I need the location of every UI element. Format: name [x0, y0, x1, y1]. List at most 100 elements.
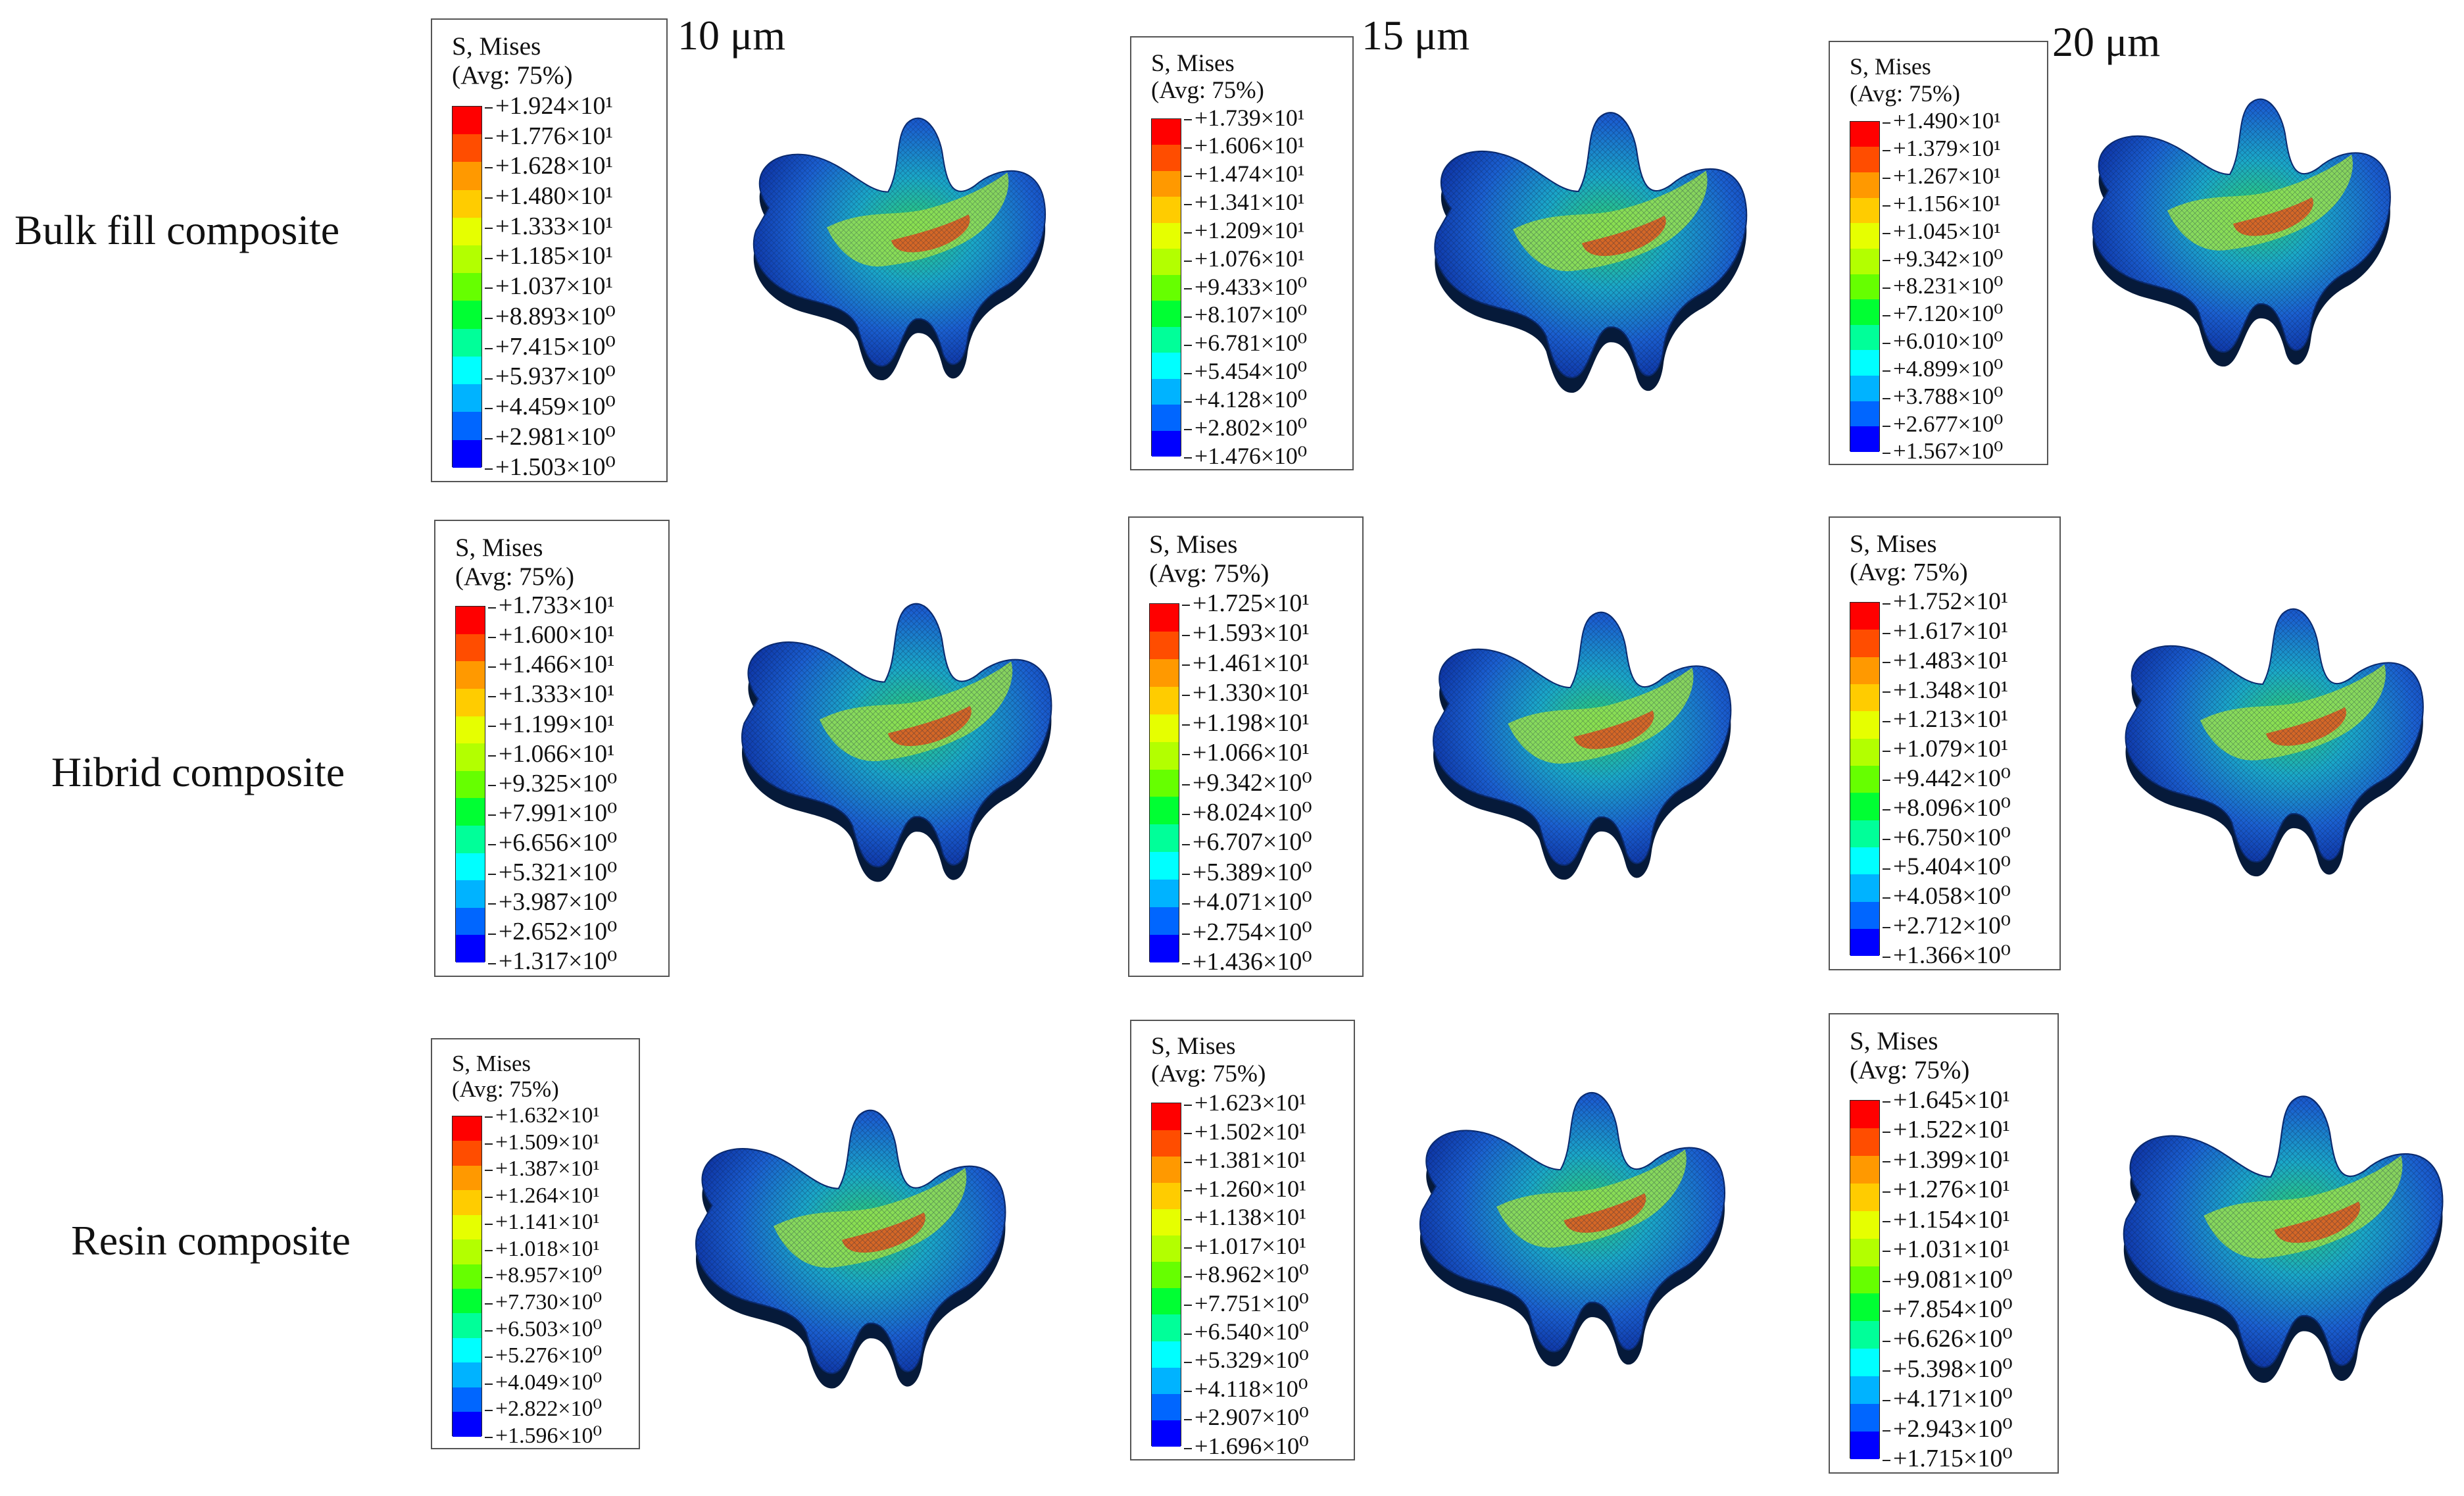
color-scale-swatch — [1850, 1266, 1879, 1294]
legend-value: +1.199×10¹ — [488, 712, 614, 737]
color-scale-swatch — [1152, 145, 1181, 171]
color-scale-swatch — [456, 798, 485, 826]
color-scale-swatch — [1850, 928, 1879, 957]
color-scale-swatch — [1850, 793, 1879, 820]
legend-value: +1.066×10¹ — [1182, 740, 1310, 765]
legend-value: +7.991×10⁰ — [488, 801, 617, 826]
color-scale-swatch — [1850, 711, 1879, 739]
column-header-20um: 20 μm — [2052, 18, 2161, 65]
mesh-overlay — [2123, 1096, 2443, 1368]
tooth-stress-contour — [695, 1109, 1006, 1389]
color-scale-swatch — [1152, 274, 1181, 301]
color-scale-swatch — [453, 1141, 481, 1166]
legend-value: +1.593×10¹ — [1182, 620, 1310, 645]
legend-value: +1.480×10¹ — [485, 184, 613, 209]
color-scale-swatch — [1850, 1183, 1879, 1211]
legend-value: +1.696×10⁰ — [1184, 1434, 1309, 1458]
color-scale-swatch — [1152, 1314, 1181, 1341]
color-scale-swatch — [1850, 223, 1879, 249]
legend-value: +1.399×10¹ — [1883, 1147, 2010, 1172]
legend-value: +6.010×10⁰ — [1883, 330, 2003, 353]
tooth-stress-contour — [2125, 608, 2424, 877]
legend-value: +1.483×10¹ — [1883, 648, 2008, 673]
legend-value: +1.461×10¹ — [1182, 651, 1310, 676]
legend-value: +1.264×10¹ — [485, 1184, 600, 1207]
legend-value: +1.509×10¹ — [485, 1131, 600, 1154]
legend-value: +1.645×10¹ — [1883, 1087, 2010, 1112]
color-scale-swatch — [453, 1116, 481, 1141]
color-scale-swatch — [1150, 714, 1179, 742]
color-scale-swatch — [1152, 326, 1181, 353]
stress-legend: S, Mises (Avg: 75%) +1.623×10¹ +1.502×10¹ +1… — [1130, 1020, 1355, 1460]
legend-value: +1.596×10⁰ — [485, 1424, 602, 1447]
legend-value: +1.209×10¹ — [1184, 218, 1305, 243]
color-scale-swatch — [453, 384, 481, 412]
color-scale-swatch — [1150, 604, 1179, 632]
legend-value: +2.712×10⁰ — [1883, 913, 2011, 938]
legend-value: +1.267×10¹ — [1883, 164, 2001, 187]
legend-value: +5.389×10⁰ — [1182, 860, 1312, 885]
legend-value: +1.503×10⁰ — [485, 454, 616, 480]
legend-value: +5.398×10⁰ — [1883, 1357, 2013, 1382]
mesh-overlay — [753, 118, 1046, 366]
color-scale-swatch — [1850, 147, 1879, 173]
color-scale-swatch — [1850, 630, 1879, 657]
color-scale-swatch — [1152, 1367, 1181, 1394]
legend-value: +9.342×10⁰ — [1182, 770, 1312, 795]
legend-value: +8.096×10⁰ — [1883, 795, 2011, 820]
legend-value: +2.943×10⁰ — [1883, 1416, 2013, 1441]
legend-subtitle: (Avg: 75%) — [1151, 76, 1264, 104]
color-scale-swatch — [1152, 1341, 1181, 1368]
stress-legend: S, Mises (Avg: 75%) +1.725×10¹ +1.593×10¹ +1… — [1128, 516, 1364, 977]
legend-title: S, Mises — [1850, 53, 1931, 80]
color-scale-swatch — [1152, 1156, 1181, 1183]
legend-subtitle: (Avg: 75%) — [455, 562, 575, 591]
legend-value: +5.321×10⁰ — [488, 860, 617, 885]
color-scale-swatch — [453, 1239, 481, 1264]
legend-value: +1.018×10¹ — [485, 1237, 600, 1260]
color-scale-swatch — [456, 770, 485, 799]
color-scale-bar — [1850, 602, 1880, 957]
legend-value: +1.628×10¹ — [485, 153, 613, 179]
color-scale-bar — [455, 606, 485, 962]
legend-value: +4.049×10⁰ — [485, 1371, 602, 1394]
color-scale-swatch — [453, 1289, 481, 1314]
stress-legend: S, Mises (Avg: 75%) +1.752×10¹ +1.617×10¹ +1… — [1829, 516, 2061, 970]
legend-value: +1.341×10¹ — [1184, 190, 1305, 214]
color-scale-swatch — [1850, 1321, 1879, 1349]
stress-legend: S, Mises (Avg: 75%) +1.739×10¹ +1.606×10¹ +1… — [1130, 36, 1354, 470]
color-scale-swatch — [1850, 603, 1879, 630]
color-scale-swatch — [1152, 405, 1181, 431]
color-scale-swatch — [1850, 1238, 1879, 1266]
color-scale-swatch — [1152, 249, 1181, 275]
legend-value: +1.600×10¹ — [488, 623, 614, 648]
legend-value: +6.503×10⁰ — [485, 1318, 602, 1341]
legend-value: +1.606×10¹ — [1184, 134, 1305, 158]
color-scale-swatch — [456, 661, 485, 689]
legend-title: S, Mises — [452, 32, 541, 61]
color-scale-swatch — [453, 328, 481, 357]
legend-value: +1.330×10¹ — [1182, 680, 1310, 705]
legend-value: +5.937×10⁰ — [485, 364, 616, 389]
column-header-15um: 15 μm — [1362, 12, 1470, 59]
legend-value: +1.715×10⁰ — [1883, 1446, 2013, 1471]
legend-value: +1.381×10¹ — [1184, 1148, 1306, 1172]
color-scale-swatch — [1150, 907, 1179, 935]
legend-title: S, Mises — [1151, 49, 1235, 76]
mesh-overlay — [741, 603, 1052, 867]
color-scale-bar — [1850, 120, 1880, 452]
color-scale-swatch — [1150, 935, 1179, 962]
color-scale-swatch — [1850, 1432, 1879, 1459]
legend-value: +1.213×10¹ — [1883, 707, 2008, 732]
legend-value: +9.325×10⁰ — [488, 771, 617, 797]
legend-value: +7.730×10⁰ — [485, 1291, 602, 1314]
legend-value: +1.752×10¹ — [1883, 589, 2008, 614]
legend-value: +4.118×10⁰ — [1184, 1377, 1308, 1401]
stress-legend: S, Mises (Avg: 75%) +1.733×10¹ +1.600×10¹ +1… — [434, 520, 670, 977]
legend-value: +9.081×10⁰ — [1883, 1267, 2013, 1292]
legend-value: +3.788×10⁰ — [1883, 385, 2003, 408]
legend-value: +1.436×10⁰ — [1182, 949, 1312, 974]
color-scale-swatch — [456, 688, 485, 716]
stress-legend: S, Mises (Avg: 75%) +1.632×10¹ +1.509×10¹ +1… — [431, 1038, 640, 1449]
color-scale-swatch — [1850, 657, 1879, 685]
